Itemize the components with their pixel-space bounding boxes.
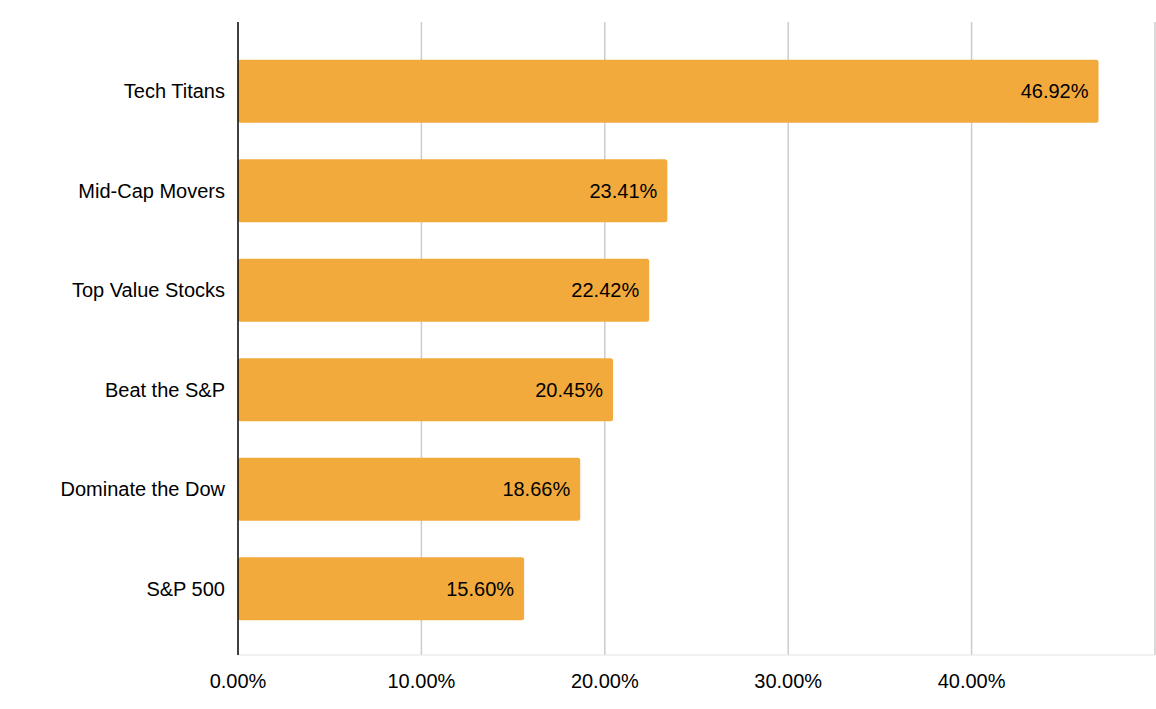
tick-label: 20.00% [571,670,639,692]
tick-label: 30.00% [754,670,822,692]
range-end-line [1154,22,1156,655]
tick-label: 0.00% [210,670,267,692]
data-label: 15.60% [446,578,514,600]
bar [238,159,667,222]
category-label: Beat the S&P [105,379,225,401]
tick-label: 10.00% [387,670,455,692]
category-label: S&P 500 [146,578,225,600]
bar [238,60,1099,123]
bar [238,458,580,521]
data-label: 20.45% [535,379,603,401]
category-label: Top Value Stocks [72,279,225,301]
labels: 46.92% Tech Titans 23.41% Mid-Cap Movers 22.… [60,80,1088,600]
category-label: Dominate the Dow [60,478,225,500]
range-baseline [238,655,1155,656]
bar [238,259,649,322]
data-label: 46.92% [1021,80,1089,102]
bars [238,60,1099,621]
chart-container: 0.00% 10.00% 20.00% 30.00% 40.00% 46.92% Tech … [0,0,1156,709]
category-label: Tech Titans [124,80,225,102]
data-label: 22.42% [571,279,639,301]
tick-label: 40.00% [938,670,1006,692]
data-label: 23.41% [589,180,657,202]
bar [238,358,613,421]
bar [238,557,524,620]
chart-svg: 0.00% 10.00% 20.00% 30.00% 40.00% 46.92% Tech … [0,0,1156,709]
category-label: Mid-Cap Movers [78,180,225,202]
axis-line [237,22,239,655]
data-label: 18.66% [502,478,570,500]
